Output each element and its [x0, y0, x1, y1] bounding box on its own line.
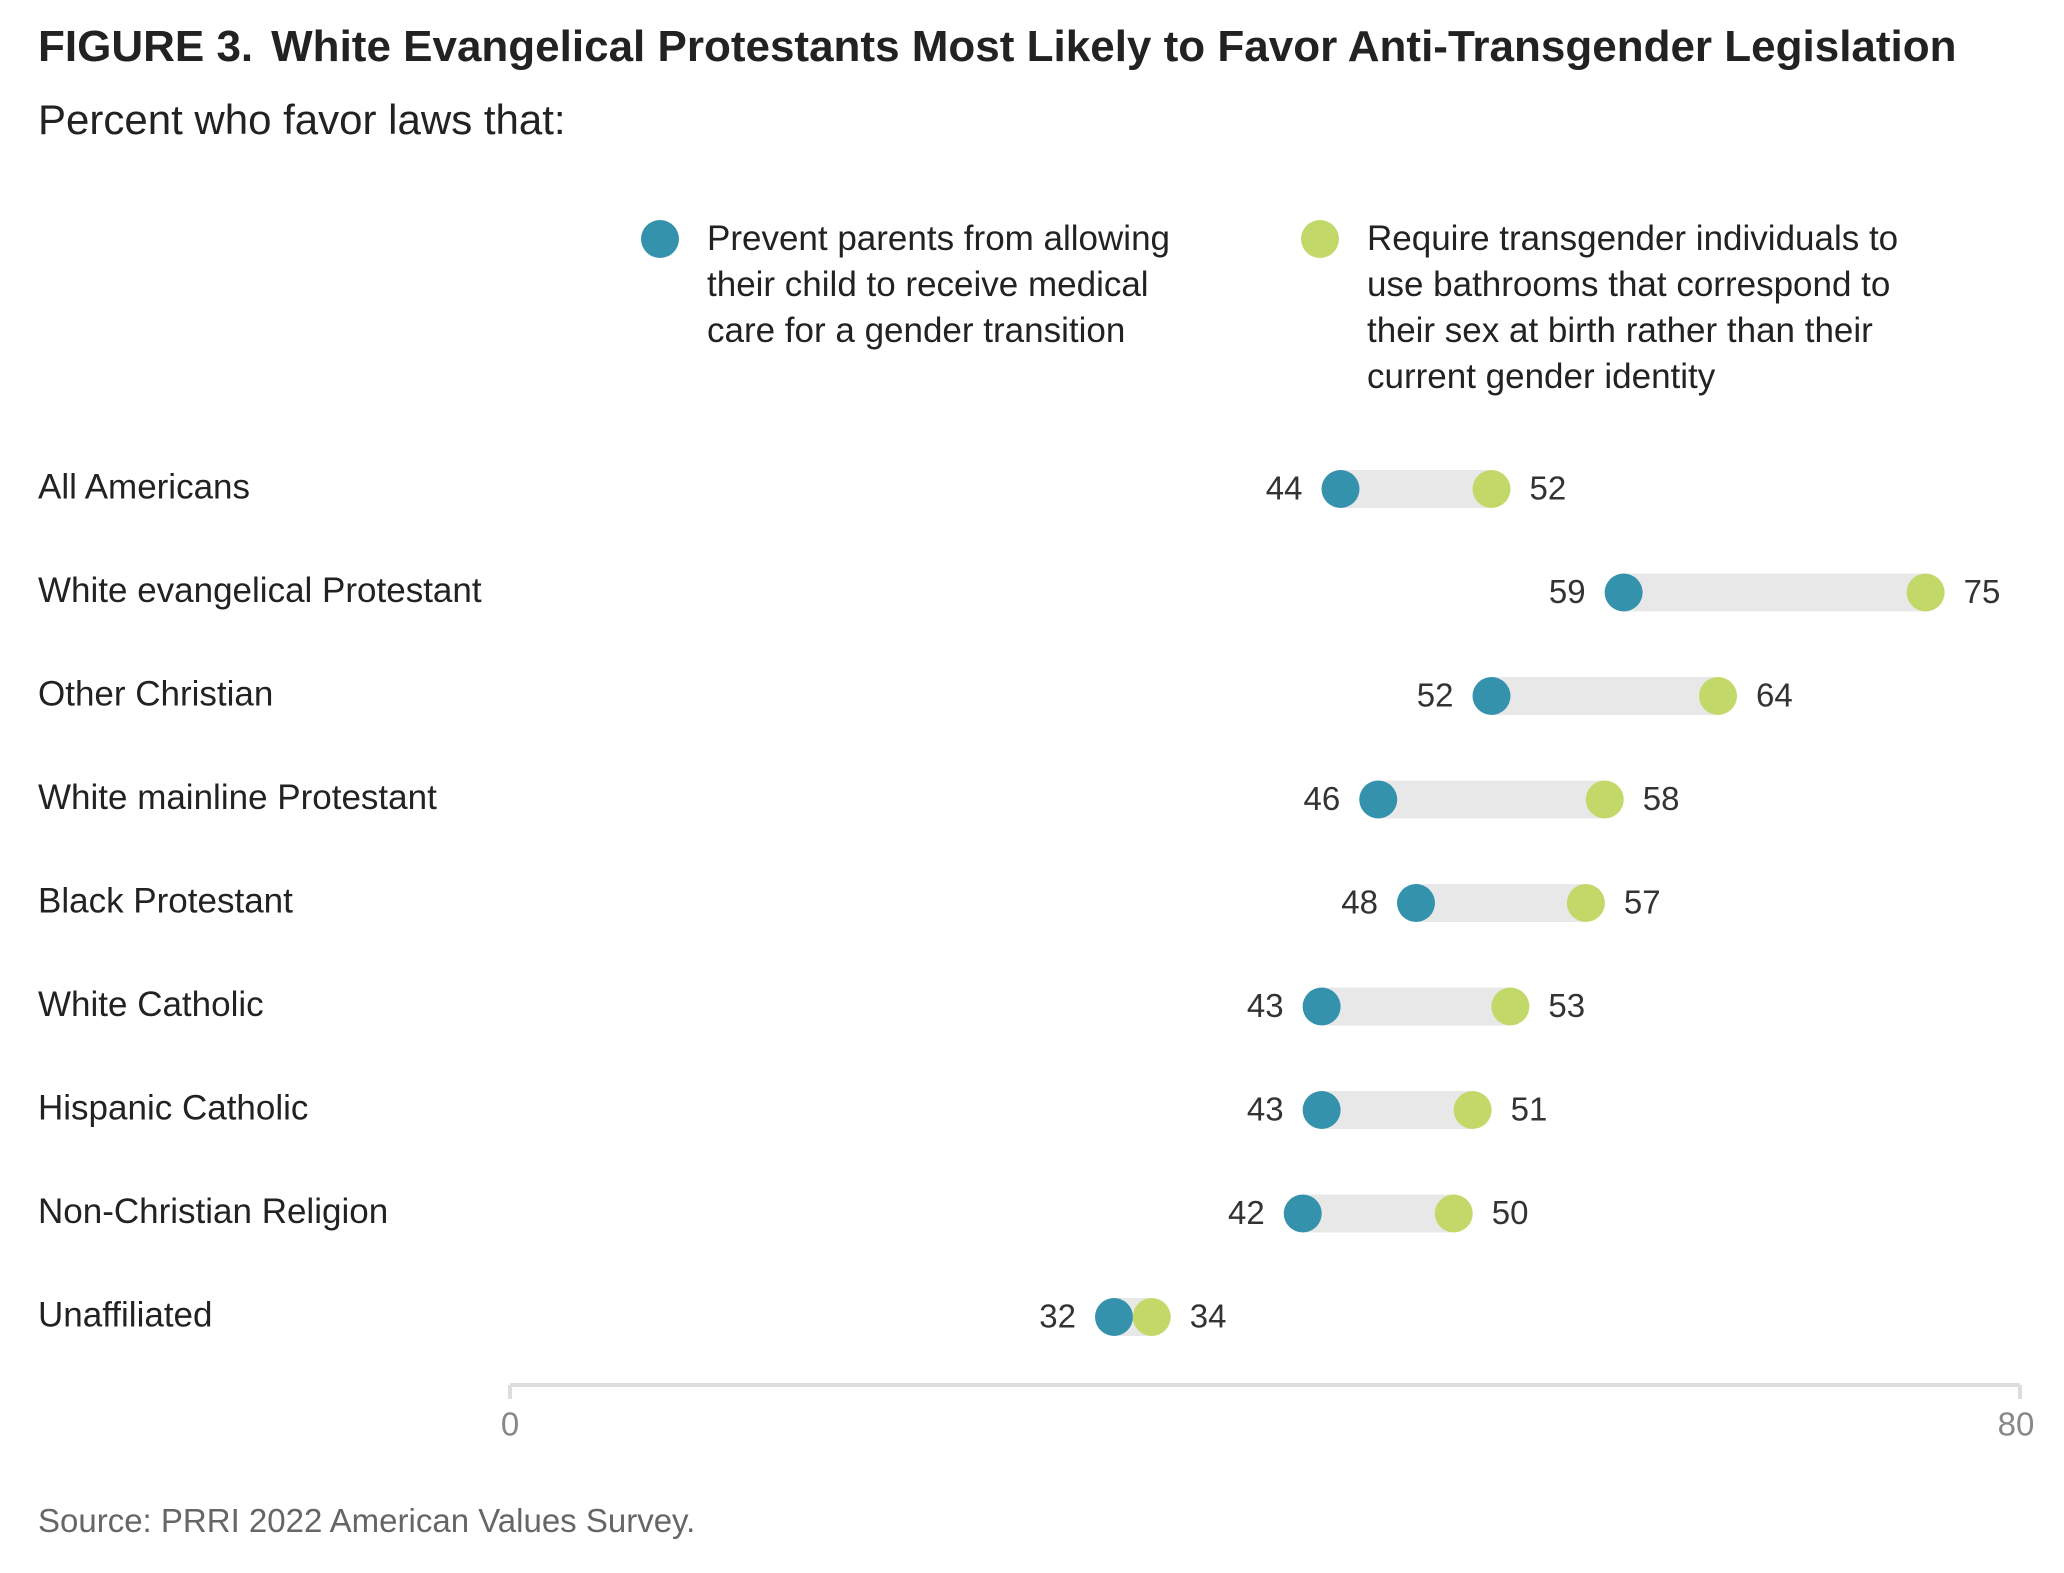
connector-bar [1623, 573, 1926, 612]
category-label: Non-Christian Religion [38, 1192, 388, 1231]
x-tick-label: 0 [501, 1406, 519, 1443]
dot-medical-care [1302, 987, 1341, 1026]
category-label: Other Christian [38, 674, 273, 713]
x-tick-label: 80 [1998, 1406, 2035, 1443]
dot-medical-care [1397, 884, 1435, 922]
figure-label: FIGURE 3. [38, 22, 254, 71]
connector-bar [1302, 1194, 1454, 1233]
data-label: 42 [1228, 1194, 1265, 1231]
data-label: 64 [1756, 677, 1793, 714]
dot-medical-care [1321, 470, 1360, 508]
data-label: 32 [1039, 1298, 1076, 1335]
dot-medical-care [1302, 1091, 1341, 1129]
dot-medical-care [1359, 780, 1398, 819]
legend-item-medical-care: Prevent parents from allowing their chil… [641, 216, 1170, 354]
connector-bar [1416, 884, 1586, 922]
data-label: 50 [1492, 1194, 1529, 1231]
dot-bathrooms [1434, 1194, 1473, 1233]
dot-bathrooms [1472, 470, 1511, 508]
dot-bathrooms [1132, 1298, 1171, 1336]
category-label: All Americans [38, 467, 250, 506]
dot-bathrooms [1491, 987, 1530, 1026]
dot-bathrooms [1566, 884, 1605, 922]
dot-bathrooms [1453, 1091, 1492, 1129]
data-label: 43 [1247, 1091, 1284, 1128]
connector-bar [1321, 987, 1511, 1026]
legend-line: their child to receive medical [707, 265, 1149, 304]
legend-line: current gender identity [1367, 357, 1716, 396]
dot-medical-care [1283, 1194, 1322, 1233]
connector-bar [1378, 780, 1605, 819]
data-label: 75 [1964, 573, 2001, 610]
chart-title: FIGURE 3. White Evangelical Protestants M… [38, 22, 1957, 72]
data-label: 52 [1417, 677, 1454, 714]
data-label: 58 [1643, 780, 1680, 817]
legend-line: care for a gender transition [707, 311, 1126, 350]
legend-label-medical-care: Prevent parents from allowing their chil… [707, 216, 1170, 354]
data-label: 51 [1511, 1091, 1548, 1128]
category-label: White mainline Protestant [38, 778, 437, 817]
dot-medical-care [1604, 573, 1643, 612]
dot-bathrooms [1699, 677, 1737, 715]
category-label: White Catholic [38, 985, 264, 1024]
legend-line: Prevent parents from allowing [707, 219, 1170, 258]
chart-subtitle: Percent who favor laws that: [38, 96, 566, 143]
category-label: Unaffiliated [38, 1295, 212, 1334]
category-label: Black Protestant [38, 881, 293, 920]
data-label: 44 [1266, 470, 1303, 507]
data-label: 53 [1548, 987, 1585, 1024]
legend-swatch-bathrooms [1301, 220, 1339, 258]
connector-bar [1321, 1091, 1473, 1129]
dot-medical-care [1472, 677, 1511, 715]
category-label: White evangelical Protestant [38, 571, 482, 610]
data-label: 48 [1341, 884, 1378, 921]
connector-bar [1340, 470, 1492, 508]
data-label: 52 [1530, 470, 1567, 507]
legend-line: use bathrooms that correspond to [1367, 265, 1891, 304]
legend-line: Require transgender individuals to [1367, 219, 1899, 258]
legend-item-bathrooms: Require transgender individuals to use b… [1301, 216, 1898, 400]
chart-title-text: White Evangelical Protestants Most Likel… [271, 22, 1957, 71]
data-label: 46 [1304, 780, 1341, 817]
legend-line: their sex at birth rather than their [1367, 311, 1873, 350]
data-label: 43 [1247, 987, 1284, 1024]
legend-swatch-medical-care [641, 220, 679, 258]
data-label: 59 [1549, 573, 1586, 610]
data-label: 34 [1190, 1298, 1227, 1335]
connector-bar [1491, 677, 1718, 715]
dot-bathrooms [1585, 780, 1624, 819]
dot-bathrooms [1906, 573, 1945, 612]
data-label: 57 [1624, 884, 1661, 921]
category-label: Hispanic Catholic [38, 1088, 308, 1127]
source-note: Source: PRRI 2022 American Values Survey… [38, 1502, 696, 1539]
legend-label-bathrooms: Require transgender individuals to use b… [1367, 216, 1898, 400]
dot-medical-care [1095, 1298, 1133, 1336]
